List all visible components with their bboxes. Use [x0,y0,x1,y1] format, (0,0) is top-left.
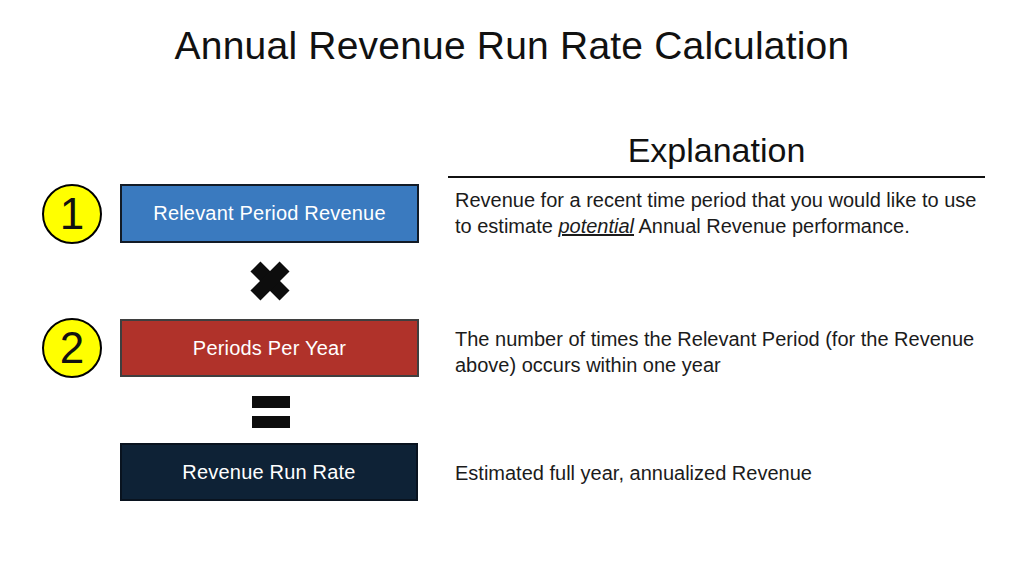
step-number-2: 2 [60,326,84,370]
equals-bar-top [252,396,290,408]
slide: Annual Revenue Run Rate Calculation 1 Re… [0,0,1024,576]
step-number-1: 1 [60,192,84,236]
explanation-item-1-suffix: Annual Revenue performance. [634,215,910,237]
page-title: Annual Revenue Run Rate Calculation [0,24,1024,68]
box-revenue-run-rate: Revenue Run Rate [120,443,418,501]
step-badge-1: 1 [42,184,102,244]
explanation-item-2: The number of times the Relevant Period … [455,326,990,378]
explanation-divider [448,176,985,178]
box-label-periods-per-year: Periods Per Year [193,337,346,360]
box-label-revenue-run-rate: Revenue Run Rate [182,461,355,484]
explanation-item-1: Revenue for a recent time period that yo… [455,187,990,239]
step-badge-2: 2 [42,318,102,378]
equals-bar-bottom [252,416,290,428]
equals-icon [252,396,290,428]
explanation-item-1-emphasis: potential [558,215,634,237]
box-periods-per-year: Periods Per Year [120,319,419,377]
explanation-heading: Explanation [448,131,985,170]
box-label-relevant-period-revenue: Relevant Period Revenue [153,202,386,225]
multiply-icon [244,255,296,307]
explanation-item-3: Estimated full year, annualized Revenue [455,460,990,486]
box-relevant-period-revenue: Relevant Period Revenue [120,184,419,243]
